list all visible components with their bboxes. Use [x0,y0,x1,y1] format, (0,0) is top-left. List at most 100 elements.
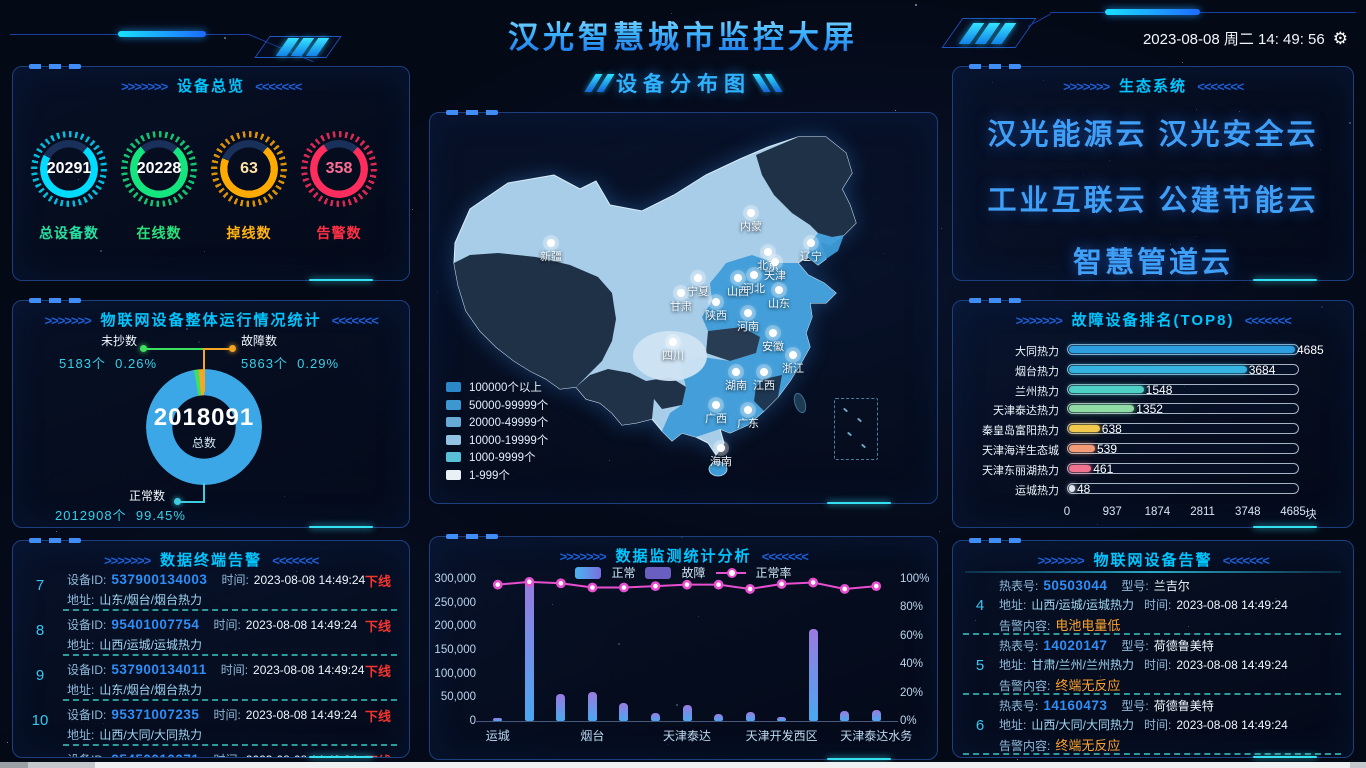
legend-swatch-rate [716,572,746,574]
province-name: 江西 [753,377,775,393]
meter-label: 热表号: [999,639,1038,653]
bar-normal [556,694,565,721]
chevrons-left: >>>>>>> [1037,553,1083,568]
gauge-value: 63 [211,131,287,207]
province-marker-山东[interactable]: 山东 [768,286,790,311]
time-label: 时间: [213,708,240,722]
province-name: 四川 [662,347,684,363]
province-marker-新疆[interactable]: 新疆 [540,239,562,264]
y-axis-left-tick: 300,000 [430,573,476,585]
rank-value: 3684 [1249,363,1276,377]
chevrons-left: >>>>>>> [44,313,90,328]
y-axis-left-tick: 100,000 [430,668,476,680]
province-marker-海南[interactable]: 海南 [710,444,732,469]
rank-value: 638 [1102,422,1122,436]
panel-iot-alerts: >>>>>>> 物联网设备告警 <<<<<<< 4 热表号: 50503044 型号: 兰吉… [952,540,1354,758]
province-marker-辽宁[interactable]: 辽宁 [800,239,822,264]
marker-dot [771,258,779,266]
panel-title: >>>>>>> 物联网设备整体运行情况统计 <<<<<<< [13,309,409,330]
province-marker-河南[interactable]: 河南 [737,309,759,334]
gauge-label: 告警数 [279,223,399,243]
horizontal-scrollbar[interactable] [0,762,1366,768]
model-value: 兰吉尔 [1154,579,1190,593]
province-marker-四川[interactable]: 四川 [662,338,684,363]
province-name: 天津 [764,267,786,283]
iot-alert-list: 4 热表号: 50503044 型号: 兰吉尔 地址: 山西/运城/运城热力 时间: 2023-… [963,577,1343,755]
islet-mark [861,444,866,449]
rank-label: 天津东丽湖热力 [957,462,1059,478]
panel-fault-ranking: >>>>>>> 故障设备排名(TOP8) <<<<<<< 大同热力 4685 烟台热力 3… [952,300,1354,528]
islet-mark [847,432,852,437]
addr-label: 地址: [67,683,94,697]
province-marker-江西[interactable]: 江西 [753,368,775,393]
slice-value: 2012908个 99.45% [55,505,186,524]
scrollbar-button[interactable] [0,762,28,768]
row-separator [963,753,1341,755]
marker-dot [744,309,752,317]
y-axis-right-tick: 20% [900,687,923,699]
legend-item: 1-999个 [446,467,510,483]
legend-label: 1-999个 [469,467,510,483]
alert-line-3: 告警内容: 电池电量低 [999,615,1341,634]
addr-label: 地址: [999,718,1026,732]
y-axis-left-tick: 0 [430,715,476,727]
addr-label: 地址: [67,638,94,652]
map-title: 设备分布图 [429,68,938,98]
marker-dot [764,248,772,256]
device-id-value: 95401007754 [111,617,199,632]
legend-swatch-normal [575,567,601,579]
alert-line-1: 热表号: 14160473 型号: 荷德鲁美特 [999,697,1341,714]
terminal-alert-row: 10 设备ID: 95371007235 时间: 2023-08-08 14:49:24… [23,704,399,749]
province-marker-广西[interactable]: 广西 [705,401,727,426]
terminal-alert-list: 7 设备ID: 537900134003 时间: 2023-08-08 14:49:24… [23,569,399,757]
province-marker-甘肃[interactable]: 甘肃 [670,289,692,314]
panel-iot-stats: >>>>>>> 物联网设备整体运行情况统计 <<<<<<< 2018091 总数 未… [12,300,410,528]
y-axis-left-tick: 250,000 [430,597,476,609]
province-marker-湖南[interactable]: 湖南 [725,368,747,393]
panel-device-overview: >>>>>>> 设备总览 <<<<<<< 20291 总设备数 20228 在线数 63 掉线… [12,66,410,281]
province-marker-天津[interactable]: 天津 [764,258,786,283]
addr-label: 地址: [67,593,94,607]
axis-tick: 4685 [1280,506,1306,518]
rank-label: 烟台热力 [957,363,1059,379]
model-label: 型号: [1121,699,1148,713]
province-marker-安徽[interactable]: 安徽 [762,329,784,354]
rank-value: 48 [1077,482,1090,496]
x-axis-label: 天津泰达水务 [840,727,912,744]
marker-dot [717,444,725,452]
axis-tick: 3748 [1235,506,1261,518]
province-name: 甘肃 [670,298,692,314]
marker-dot [732,368,740,376]
gear-icon[interactable]: ⚙ [1333,29,1348,49]
y-axis-left-tick: 150,000 [430,644,476,656]
bar-normal [588,692,597,721]
gauge-value: 20228 [121,131,197,207]
province-marker-陕西[interactable]: 陕西 [705,298,727,323]
iot-alert-row: 5 热表号: 14020147 型号: 荷德鲁美特 地址: 甘肃/兰州/兰州热力 时间: 202… [963,637,1343,697]
province-marker-山西[interactable]: 山西 [727,274,749,299]
alert-line-1: 设备ID: 537900134011 时间: 2023-08-08 14:49:24 下… [67,661,397,678]
addr-value: 甘肃/兰州/兰州热力 [1031,658,1134,672]
rank-bar [1069,485,1075,492]
row-index: 5 [967,657,993,674]
device-id-label: 设备ID: [67,663,106,677]
province-name: 山西 [727,283,749,299]
scrollbar-thumb[interactable] [95,762,1350,768]
province-marker-广东[interactable]: 广东 [737,406,759,431]
bar-normal [840,711,849,721]
alert-line-2: 地址: 山西/运城/运城热力 时间: 2023-08-08 14:49:24 [999,596,1341,613]
chevrons-right: <<<<<<< [332,313,378,328]
chevrons-right: <<<<<<< [762,549,808,564]
alert-line-1: 热表号: 50503044 型号: 兰吉尔 [999,577,1341,594]
rank-label: 天津泰达热力 [957,402,1059,418]
alert-line-2: 地址: 山西/大同/大同热力 时间: 2023-08-08 14:49:24 [999,716,1341,733]
datetime-text: 2023-08-08 周二 14: 49: 56 [1143,28,1325,49]
province-marker-浙江[interactable]: 浙江 [782,351,804,376]
rank-track [1067,384,1299,395]
rank-bar [1069,405,1134,412]
callout-dot-unread [140,345,147,352]
marker-dot [734,274,742,282]
callout-line-unread [144,348,204,350]
axis-tick: 2811 [1190,506,1215,518]
province-marker-内蒙[interactable]: 内蒙 [740,209,762,234]
